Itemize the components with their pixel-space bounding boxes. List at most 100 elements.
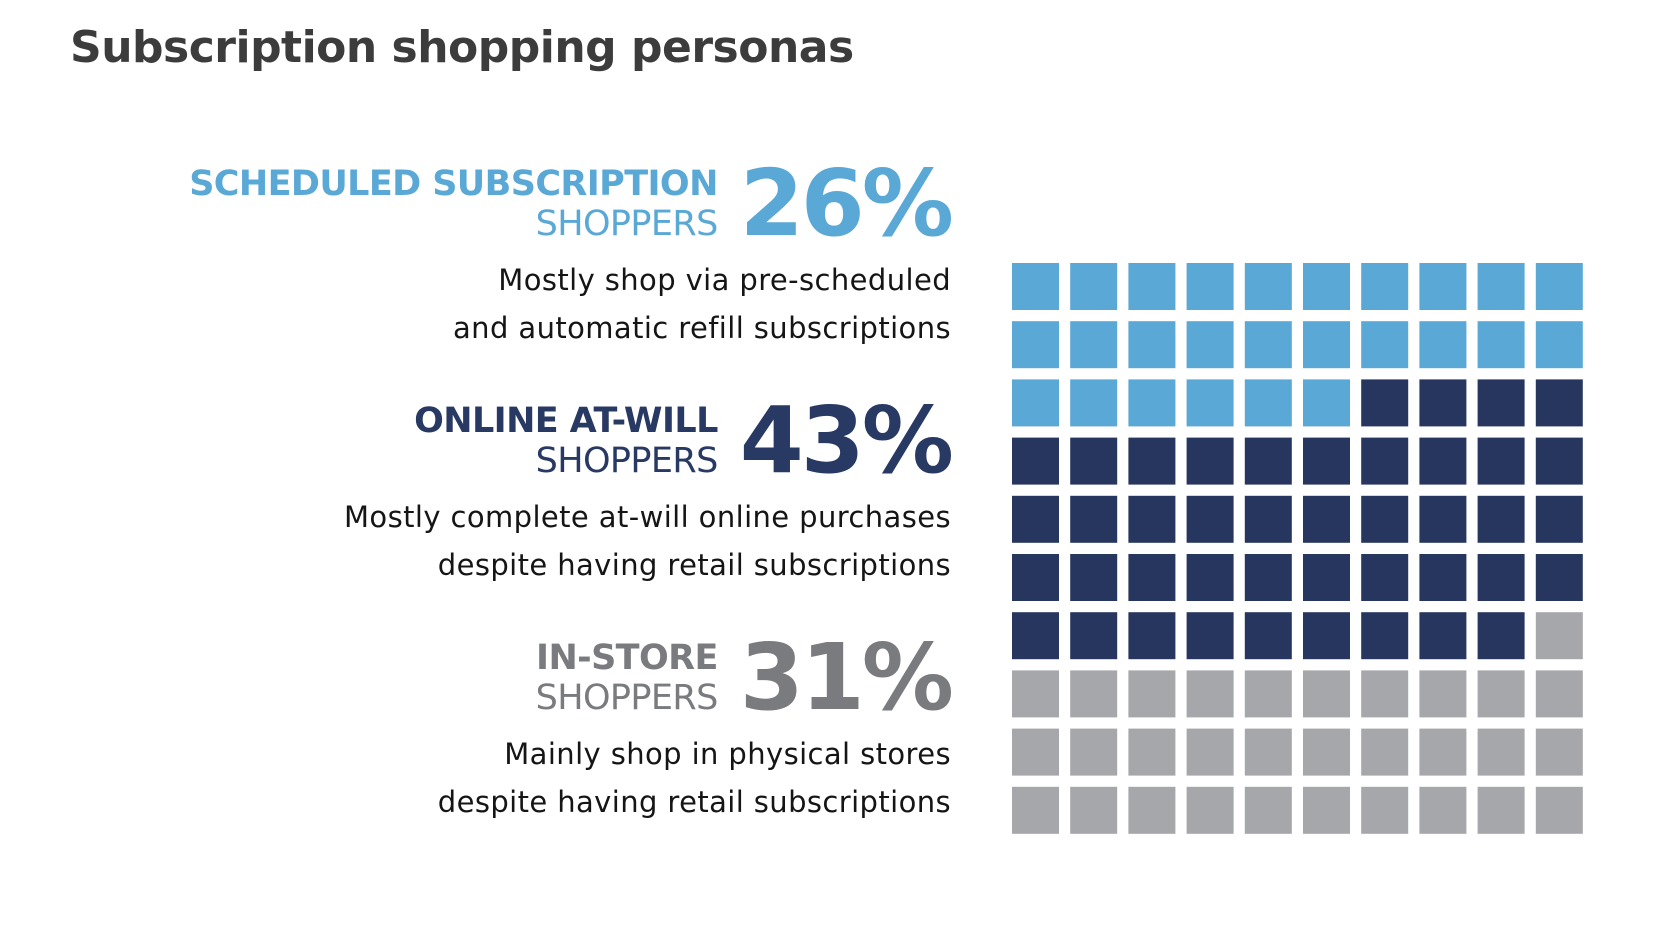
waffle-cell [1070,263,1118,310]
waffle-cell [1244,728,1292,776]
waffle-cell [1186,379,1234,427]
waffle-cell [1361,554,1409,601]
waffle-cell [1361,379,1409,427]
waffle-cell [1012,670,1059,718]
persona-online-at-will: ONLINE AT-WILL SHOPPERS 43% Mostly compl… [91,387,954,589]
waffle-cell [1419,786,1467,834]
waffle-chart [1012,263,1583,834]
waffle-cell [1535,321,1583,369]
waffle-cell [1012,554,1059,601]
waffle-cell [1128,670,1176,718]
waffle-cell [1361,321,1409,369]
waffle-cell [1186,786,1234,834]
waffle-cell [1244,379,1292,427]
waffle-cell [1419,728,1467,776]
persona-percent: 26% [739,150,954,257]
waffle-cell [1477,612,1525,660]
persona-description-line: despite having retail subscriptions [437,785,951,819]
waffle-cell [1303,554,1350,601]
waffle-cell [1128,495,1176,543]
waffle-cell [1012,437,1059,485]
persona-name-line1: IN-STORE [536,638,718,678]
waffle-cell [1070,554,1118,601]
waffle-cell [1477,554,1525,601]
waffle-cell [1477,728,1525,776]
waffle-cell [1128,786,1176,834]
waffle-cell [1419,437,1467,485]
waffle-cell [1012,786,1059,834]
waffle-cell [1128,612,1176,660]
waffle-cell [1361,670,1409,718]
waffle-cell [1244,670,1292,718]
waffle-cell [1303,379,1350,427]
waffle-cell [1535,554,1583,601]
waffle-cell [1477,670,1525,718]
chart-title: Subscription shopping personas [70,22,854,73]
waffle-cell [1477,786,1525,834]
persona-description-line: Mostly complete at-will online purchases [344,500,951,534]
waffle-cell [1128,379,1176,427]
waffle-cell [1361,612,1409,660]
persona-description: Mainly shop in physical stores despite h… [91,730,951,826]
persona-name-line2: SHOPPERS [535,441,719,481]
waffle-cell [1186,554,1234,601]
waffle-cell [1186,728,1234,776]
persona-name-line2: SHOPPERS [535,204,719,244]
waffle-cell [1128,554,1176,601]
waffle-cell [1186,263,1234,310]
waffle-cell [1012,612,1059,660]
waffle-cell [1535,670,1583,718]
waffle-cell [1419,554,1467,601]
waffle-cell [1244,263,1292,310]
waffle-cell [1244,437,1292,485]
waffle-cell [1535,786,1583,834]
waffle-cell [1477,437,1525,485]
waffle-cell [1361,263,1409,310]
waffle-cell [1303,321,1350,369]
waffle-cell [1128,437,1176,485]
waffle-cell [1303,263,1350,310]
waffle-cell [1186,495,1234,543]
waffle-cell [1361,495,1409,543]
waffle-cell [1244,554,1292,601]
waffle-cell [1419,670,1467,718]
persona-percent: 31% [739,624,954,731]
waffle-cell [1128,728,1176,776]
waffle-cell [1535,379,1583,427]
persona-description-line: despite having retail subscriptions [437,548,951,582]
waffle-cell [1303,612,1350,660]
waffle-cell [1419,495,1467,543]
waffle-cell [1012,321,1059,369]
waffle-cell [1070,321,1118,369]
waffle-cell [1012,495,1059,543]
waffle-cell [1419,379,1467,427]
waffle-cell [1535,612,1583,660]
waffle-cell [1535,495,1583,543]
persona-description: Mostly shop via pre-scheduled and automa… [91,256,951,352]
waffle-cell [1244,495,1292,543]
waffle-cell [1303,437,1350,485]
persona-name-line2: SHOPPERS [535,678,719,718]
waffle-cell [1128,321,1176,369]
waffle-cell [1419,321,1467,369]
persona-name-line1: ONLINE AT-WILL [414,401,718,441]
waffle-cell [1070,437,1118,485]
waffle-cell [1535,728,1583,776]
waffle-cell [1186,670,1234,718]
waffle-cell [1186,321,1234,369]
persona-description-line: Mainly shop in physical stores [504,737,951,771]
waffle-cell [1303,670,1350,718]
waffle-cell [1012,728,1059,776]
waffle-cell [1070,728,1118,776]
waffle-cell [1535,437,1583,485]
waffle-cell [1012,379,1059,427]
persona-name-line1: SCHEDULED SUBSCRIPTION [189,164,718,204]
waffle-cell [1244,612,1292,660]
persona-description: Mostly complete at-will online purchases… [91,493,951,589]
persona-scheduled-subscription: SCHEDULED SUBSCRIPTION SHOPPERS 26% Most… [91,150,954,352]
waffle-cell [1070,379,1118,427]
persona-percent: 43% [739,387,954,494]
waffle-cell [1070,670,1118,718]
waffle-cell [1419,612,1467,660]
waffle-cell [1477,495,1525,543]
